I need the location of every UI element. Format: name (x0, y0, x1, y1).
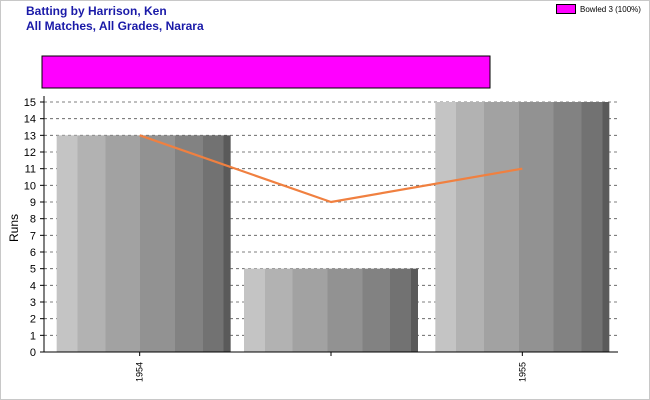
title-line-2: All Matches, All Grades, Narara (26, 19, 204, 33)
y-tick-label-6: 6 (30, 247, 36, 259)
x-tick-label-0: 1954 (135, 362, 145, 382)
x-tick-label-2: 1955 (517, 362, 527, 382)
y-tick-label-11: 11 (25, 164, 36, 176)
runs-line-path (139, 134, 523, 204)
bar-0 (56, 135, 231, 352)
chart-title: Batting by Harrison, Ken All Matches, Al… (26, 4, 204, 34)
y-tick-label-15: 15 (24, 97, 36, 109)
y-tick-label-3: 3 (30, 297, 36, 309)
y-tick-label-5: 5 (30, 264, 36, 276)
y-tick-label-13: 13 (24, 130, 36, 142)
y-tick-label-7: 7 (30, 230, 36, 242)
title-line-1: Batting by Harrison, Ken (26, 4, 167, 18)
bar-1 (244, 268, 418, 352)
bar-2 (435, 102, 610, 352)
y-tick-label-8: 8 (30, 214, 36, 226)
y-axis-title: Runs (7, 214, 21, 242)
y-tick-label-4: 4 (30, 280, 36, 292)
y-tick-label-9: 9 (30, 197, 36, 209)
y-tick-label-0: 0 (30, 347, 36, 359)
dismissal-bar (41, 55, 491, 89)
legend-swatch (556, 4, 576, 14)
y-tick-label-12: 12 (24, 147, 36, 159)
y-tick-label-10: 10 (24, 180, 36, 192)
bars (56, 102, 610, 352)
legend: Bowled 3 (100%) (556, 4, 641, 14)
y-tick-label-1: 1 (30, 330, 36, 342)
y-tick-label-2: 2 (30, 314, 36, 326)
legend-label: Bowled 3 (100%) (580, 4, 641, 14)
axes (40, 96, 618, 356)
y-tick-label-14: 14 (24, 114, 36, 126)
runs-line (139, 134, 523, 204)
